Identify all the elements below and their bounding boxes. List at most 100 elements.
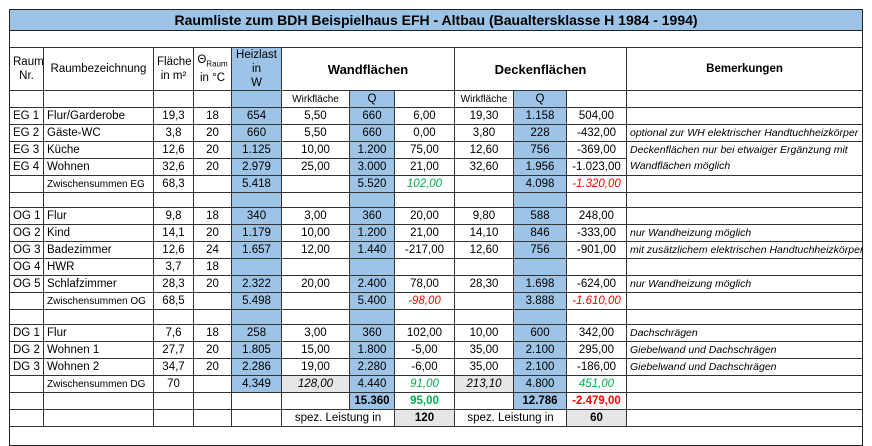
room-area: 9,8 xyxy=(153,207,194,225)
empty-cell xyxy=(454,192,514,208)
room-area: 12,6 xyxy=(153,241,194,259)
room-area: 32,6 xyxy=(153,158,194,176)
remark: nur Wandheizung möglich xyxy=(625,224,864,242)
subheader-empty xyxy=(193,90,232,108)
ceiling-diff: -333,00 xyxy=(566,224,627,242)
remark: Dachschrägen xyxy=(625,324,864,342)
wall-diff: 6,00 xyxy=(394,107,455,125)
empty-cell xyxy=(193,192,232,208)
empty-cell xyxy=(566,309,627,325)
ceiling-effective-area xyxy=(454,175,514,193)
room-name: Wohnen 1 xyxy=(43,341,154,359)
room-nr: EG 4 xyxy=(9,158,44,176)
header-raum-nr-line1: Raum- xyxy=(13,56,44,68)
wall-diff: -5,00 xyxy=(394,341,455,359)
room-area: 19,3 xyxy=(153,107,194,125)
wall-effective-area xyxy=(281,292,350,310)
subtotal-wall-q: 5.520 xyxy=(349,175,395,193)
empty-cell xyxy=(153,192,194,208)
ceiling-effective-area: 12,60 xyxy=(454,241,514,259)
empty-cell xyxy=(281,392,350,410)
empty-cell xyxy=(153,392,194,410)
empty-cell xyxy=(43,192,154,208)
room-name: Küche xyxy=(43,141,154,159)
room-temperature: 20 xyxy=(193,158,232,176)
remark xyxy=(625,375,864,393)
room-area: 12,6 xyxy=(153,141,194,159)
subtotal-area: 70 xyxy=(153,375,194,393)
wall-diff xyxy=(394,258,455,276)
theta-symbol: Θ xyxy=(197,53,207,66)
ceiling-q: 756 xyxy=(513,141,567,159)
separator-row xyxy=(9,309,864,325)
empty-cell xyxy=(9,392,44,410)
wall-effective-area: 15,00 xyxy=(281,341,350,359)
empty-cell xyxy=(513,309,567,325)
room-name: Gäste-WC xyxy=(43,124,154,142)
room-area: 28,3 xyxy=(153,275,194,293)
wall-diff: 78,00 xyxy=(394,275,455,293)
room-temperature: 20 xyxy=(193,358,232,376)
room-list-sheet: Raumliste zum BDH Beispielhaus EFH - Alt… xyxy=(8,9,864,446)
subheader-wand-wirkflaeche: Wirkfläche xyxy=(281,90,350,108)
wall-q: 1.440 xyxy=(349,241,395,259)
wall-diff: 75,00 xyxy=(394,141,455,159)
ceiling-effective-area: 12,60 xyxy=(454,141,514,159)
subheader-decke-q: Q xyxy=(513,90,567,108)
empty-cell xyxy=(43,409,154,427)
empty-cell xyxy=(625,192,864,208)
room-nr: EG 3 xyxy=(9,141,44,159)
wall-effective-area xyxy=(281,175,350,193)
wall-q: 1.800 xyxy=(349,341,395,359)
subtotal-wall-diff: 91,00 xyxy=(394,375,455,393)
heat-load: 1.179 xyxy=(231,224,282,242)
subheader-empty xyxy=(566,90,627,108)
header-raum-nr-line2: Nr. xyxy=(19,70,34,82)
room-temperature: 18 xyxy=(193,107,232,125)
empty-cell xyxy=(513,192,567,208)
wall-q: 2.400 xyxy=(349,275,395,293)
wall-q: 3.000 xyxy=(349,158,395,176)
subtotal-heat-load: 4.349 xyxy=(231,375,282,393)
subtotal-ceiling-diff: 451,00 xyxy=(566,375,627,393)
subtotal-row-og: Zwischensummen OG 68,5 5.498 5.400 -98,0… xyxy=(9,292,864,310)
header-raumbezeichnung: Raumbezeichnung xyxy=(43,47,154,91)
empty-cell xyxy=(153,309,194,325)
room-list-table: Raumliste zum BDH Beispielhaus EFH - Alt… xyxy=(8,9,864,446)
subheader-wand-q: Q xyxy=(349,90,395,108)
empty-cell xyxy=(231,409,282,427)
subheader-empty xyxy=(9,90,44,108)
ceiling-specific-power-label: spez. Leistung in xyxy=(454,409,567,427)
subtotal-ceiling-q: 4.098 xyxy=(513,175,567,193)
remark: nur Wandheizung möglich xyxy=(625,275,864,293)
subheader-empty xyxy=(153,90,194,108)
header-theta-raum: ΘRaum in °C xyxy=(193,47,232,91)
blank-row xyxy=(8,30,864,48)
footer-blank-cell xyxy=(8,426,864,446)
subheader-row: Wirkfläche Q Wirkfläche Q xyxy=(9,90,864,108)
total-wall-q: 15.360 xyxy=(349,392,395,410)
subheader-empty xyxy=(43,90,154,108)
ceiling-q: 756 xyxy=(513,241,567,259)
table-row: OG 4 HWR 3,7 18 xyxy=(9,258,864,276)
ceiling-diff: -369,00 xyxy=(566,141,627,159)
empty-cell xyxy=(231,309,282,325)
empty-cell xyxy=(281,309,350,325)
empty-cell xyxy=(9,409,44,427)
room-nr: DG 2 xyxy=(9,341,44,359)
table-row: DG 2 Wohnen 1 27,7 20 1.805 15,00 1.800 … xyxy=(9,341,864,359)
room-temperature: 18 xyxy=(193,324,232,342)
room-nr: OG 5 xyxy=(9,275,44,293)
ceiling-diff: -432,00 xyxy=(566,124,627,142)
subtotal-ceiling-q: 4.800 xyxy=(513,375,567,393)
ceiling-q: 2.100 xyxy=(513,358,567,376)
wall-effective-area: 10,00 xyxy=(281,224,350,242)
total-ceiling-q: 12.786 xyxy=(513,392,567,410)
ceiling-specific-power-value: 60 xyxy=(566,409,627,427)
ceiling-effective-area: 9,80 xyxy=(454,207,514,225)
empty-cell xyxy=(281,192,350,208)
specific-power-row: spez. Leistung in 120 spez. Leistung in … xyxy=(9,409,864,427)
remark: Giebelwand und Dachschrägen xyxy=(625,341,864,359)
empty-cell xyxy=(454,309,514,325)
ceiling-q: 846 xyxy=(513,224,567,242)
